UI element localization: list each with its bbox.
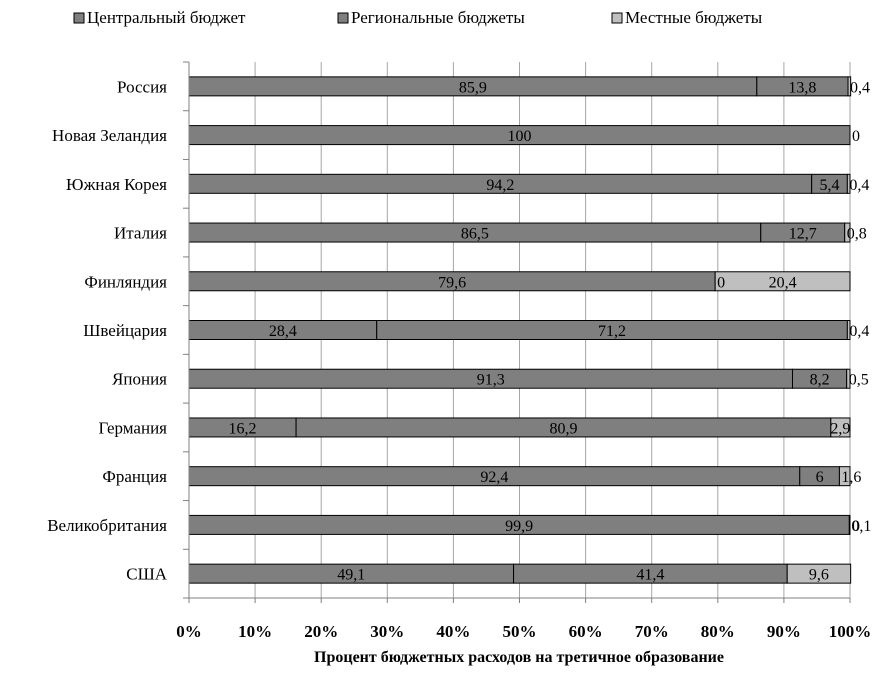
data-label: 86,5 — [461, 226, 489, 243]
x-tick-label: 70% — [635, 622, 669, 641]
x-tick-label: 40% — [436, 622, 470, 641]
bar-segment — [846, 368, 851, 389]
x-tick-label: 90% — [767, 622, 801, 641]
bar-segment — [786, 563, 852, 584]
data-label: 80,9 — [549, 420, 577, 437]
legend-label: Региональные бюджеты — [351, 8, 525, 27]
data-label: 0 — [852, 518, 860, 535]
data-label: 100 — [508, 128, 532, 145]
category-label: Италия — [114, 224, 167, 243]
data-label: 0,4 — [850, 79, 870, 96]
data-labels: 85,9 13,8 0,4 100 0 94,2 5,4 0,4 86,5 12,7 0,8 79,6… — [229, 79, 872, 583]
data-label: 12,7 — [789, 226, 817, 243]
category-label: Новая Зеландия — [52, 126, 167, 145]
data-label: 0 — [852, 128, 860, 145]
legend-swatch — [611, 12, 623, 24]
category-label: США — [126, 565, 167, 584]
x-tick-label: 50% — [503, 622, 537, 641]
data-label: 9,6 — [809, 567, 829, 584]
data-label: 99,9 — [505, 518, 533, 535]
bar-segment — [844, 222, 851, 243]
bar-segment — [847, 76, 852, 97]
data-label: 49,1 — [337, 567, 365, 584]
data-label: 28,4 — [269, 323, 297, 340]
x-tick-label: 80% — [701, 622, 735, 641]
data-label: 1,6 — [841, 469, 861, 486]
data-label: 0,1 — [851, 518, 871, 535]
data-label: 91,3 — [477, 372, 505, 389]
category-label: Швейцария — [83, 321, 167, 340]
x-tick-label: 20% — [304, 622, 338, 641]
data-label: 13,8 — [788, 79, 816, 96]
category-label: Великобритания — [47, 516, 167, 535]
data-label: 71,2 — [598, 323, 626, 340]
x-axis-label: Процент бюджетных расходов на третичное … — [314, 649, 724, 666]
axes: Россия Новая Зеландия Южная Корея Италия Фин… — [47, 61, 872, 641]
legend-label: Центральный бюджет — [87, 8, 246, 27]
x-tick-label: 30% — [370, 622, 404, 641]
x-tick-label: 100% — [829, 622, 872, 641]
bar-segment — [846, 173, 851, 194]
data-label: 20,4 — [769, 274, 797, 291]
data-label: 92,4 — [480, 469, 508, 486]
data-label: 85,9 — [459, 79, 487, 96]
data-label: 0,8 — [847, 226, 867, 243]
data-label: 41,4 — [636, 567, 664, 584]
legend-swatch — [73, 12, 85, 24]
category-label: Россия — [117, 77, 167, 96]
data-label: 2,9 — [830, 420, 850, 437]
x-tick-label: 0% — [176, 622, 202, 641]
x-tick-label: 60% — [569, 622, 603, 641]
data-label: 16,2 — [229, 420, 257, 437]
category-label: Франция — [102, 467, 167, 486]
bar-segment — [848, 514, 851, 535]
category-label: Финляндия — [84, 272, 167, 291]
bar-segment — [838, 466, 851, 487]
data-label: 94,2 — [486, 177, 514, 194]
x-tick-label: 10% — [238, 622, 272, 641]
data-label: 5,4 — [820, 177, 840, 194]
data-label: 8,2 — [810, 372, 830, 389]
data-label: 0,4 — [849, 177, 869, 194]
legend-label: Местные бюджеты — [625, 8, 763, 27]
category-label: Япония — [112, 370, 167, 389]
bar-segment — [830, 417, 851, 438]
bar-segment — [846, 320, 851, 340]
data-label: 79,6 — [438, 274, 466, 291]
data-label: 6 — [816, 469, 824, 486]
bar-segment — [714, 271, 851, 292]
legend-swatch — [337, 12, 349, 24]
bars — [188, 76, 852, 584]
data-label: 0 — [717, 274, 725, 291]
legend: Центральный бюджет Региональные бюджеты Ме… — [73, 8, 763, 27]
data-label: 0,4 — [849, 323, 869, 340]
category-label: Германия — [98, 418, 167, 437]
category-label: Южная Корея — [66, 175, 167, 194]
data-label: 0,5 — [849, 372, 869, 389]
